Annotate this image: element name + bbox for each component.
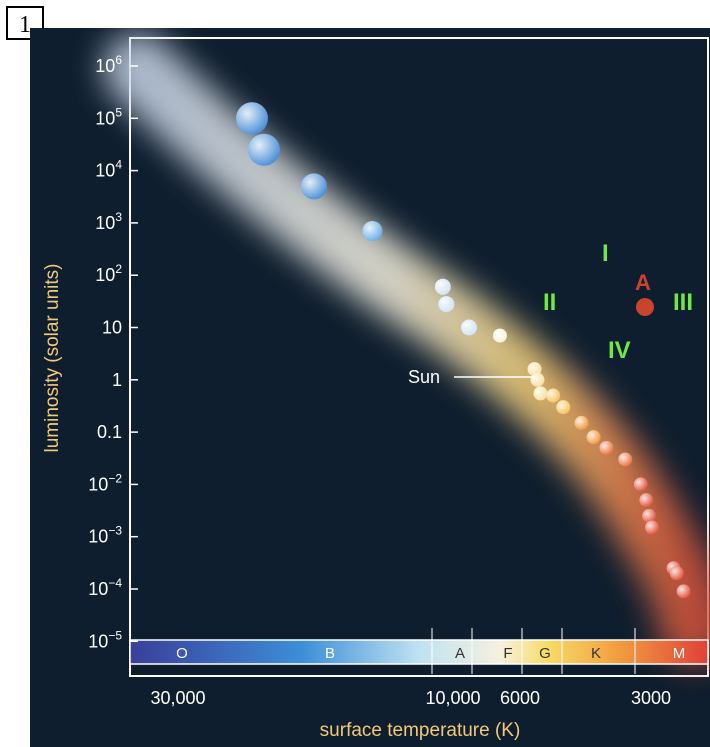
spectral-class-O: O [176,645,188,662]
star-highlight [574,415,589,430]
star-highlight [300,173,327,200]
star-highlight [586,430,601,445]
y-tick-label: 102 [95,262,122,285]
spectral-class-dividers [431,628,636,674]
star-highlight [546,388,561,403]
star-highlight [556,400,571,415]
region-label-III: III [673,289,693,316]
y-tick-label: 10−3 [88,524,122,547]
y-tick-label: 0.1 [97,422,122,442]
spectral-class-F: F [503,645,512,662]
spectral-class-B: B [325,645,335,662]
star-highlight [676,584,691,599]
star-highlight [669,566,684,581]
y-tick-label: 1 [112,370,122,390]
y-axis-label: luminosity (solar units) [42,264,63,453]
star-highlight [533,386,548,401]
star-highlight [645,520,659,535]
star-highlight [633,477,648,492]
spectral-class-K: K [591,645,601,662]
star-highlight [599,440,614,455]
spectral-class-A: A [455,645,465,662]
star-highlight [639,493,654,508]
sun-label: Sun [408,367,440,387]
point-A-marker [636,298,654,316]
y-tick-label: 10−2 [88,471,122,494]
star-highlight [492,328,507,343]
star-points [236,102,691,599]
x-tick-label: 6000 [500,688,540,708]
region-label-I: I [602,240,609,267]
y-tick-label: 106 [95,53,122,76]
spectral-class-bar [129,639,709,665]
y-tick-label: 103 [95,210,122,233]
star-highlight [527,362,542,377]
y-tick-label: 10−5 [88,628,122,651]
spectral-class-G: G [539,645,551,662]
star-highlight [236,102,268,135]
y-tick-label: 105 [95,105,122,128]
star-highlight [362,221,383,242]
star-highlight [438,296,455,313]
star-highlight [461,319,478,336]
star-highlight [618,452,633,467]
x-axis-ticks: 30,000 10,000 6000 3000 [150,688,671,708]
x-tick-label: 30,000 [150,688,205,708]
x-axis-label: surface temperature (K) [320,720,521,741]
point-A-label: A [635,270,651,295]
spectral-class-M: M [673,645,686,662]
main-sequence-band [103,33,710,663]
y-tick-label: 104 [95,158,122,181]
star-highlight [530,372,545,387]
star-highlight [434,278,451,295]
x-tick-label: 10,000 [425,688,480,708]
star-highlight [642,508,657,523]
plot-frame [129,37,709,677]
region-label-IV: IV [608,337,631,364]
y-tick-label: 10−4 [88,576,122,599]
y-tick-label: 10 [102,318,122,338]
x-tick-label: 3000 [631,688,671,708]
star-highlight [247,133,280,166]
region-label-II: II [543,289,556,316]
figure-number-badge: 1 [6,6,44,40]
